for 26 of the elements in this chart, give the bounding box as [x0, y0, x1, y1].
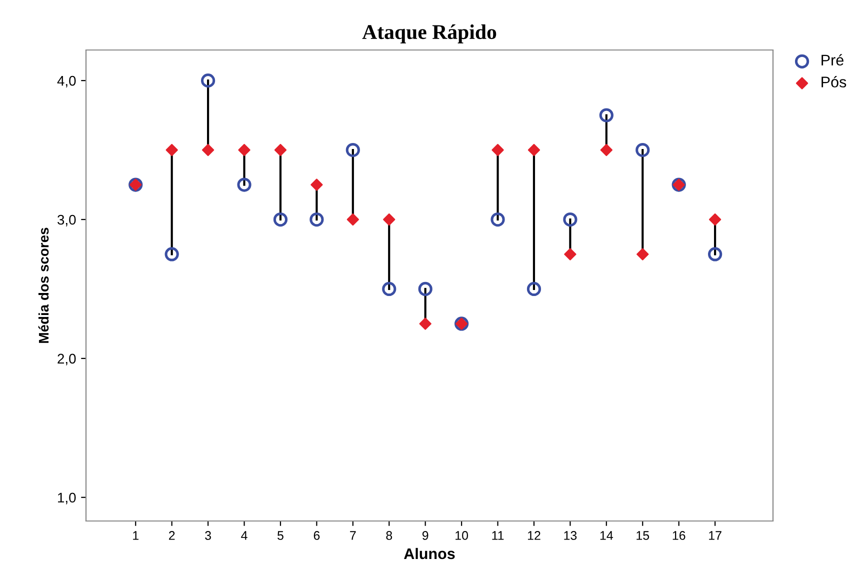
x-tick-label: 4 [241, 531, 248, 540]
x-tick-label: 9 [422, 531, 428, 540]
y-tick-label: 4,0 [57, 76, 76, 88]
y-axis-title: Média dos scores [38, 228, 49, 343]
x-tick-label: 16 [672, 531, 686, 540]
x-tick-label: 11 [492, 531, 504, 540]
legend-label: Pós [822, 76, 846, 88]
chart-title: Ataque Rápido [362, 24, 496, 44]
x-tick-label: 10 [456, 531, 468, 540]
x-tick-label: 5 [278, 531, 284, 540]
x-tick-label: 7 [350, 531, 356, 540]
legend-label: Pré [822, 54, 844, 66]
x-axis-title: Alunos [404, 548, 455, 560]
x-tick-label: 14 [600, 531, 613, 540]
y-tick-label: 3,0 [58, 214, 76, 226]
x-tick-label: 13 [564, 531, 577, 540]
y-tick-label: 1,0 [58, 492, 76, 504]
x-tick-label: 15 [636, 531, 650, 540]
y-tick-label: 2,0 [58, 354, 76, 366]
x-tick-label: 1 [133, 531, 138, 540]
x-tick-label: 3 [205, 531, 211, 540]
x-tick-label: 8 [386, 531, 392, 540]
x-tick-label: 2 [168, 531, 175, 540]
x-tick-label: 17 [709, 531, 722, 540]
x-tick-label: 6 [314, 531, 320, 540]
x-tick-label: 12 [528, 531, 540, 540]
